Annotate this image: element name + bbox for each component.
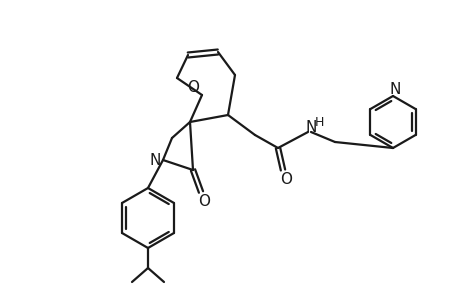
Text: N: N xyxy=(305,119,316,134)
Text: O: O xyxy=(280,172,291,188)
Text: N: N xyxy=(388,82,400,97)
Text: O: O xyxy=(197,194,210,209)
Text: H: H xyxy=(313,116,323,128)
Text: O: O xyxy=(187,80,199,94)
Text: N: N xyxy=(149,152,160,167)
